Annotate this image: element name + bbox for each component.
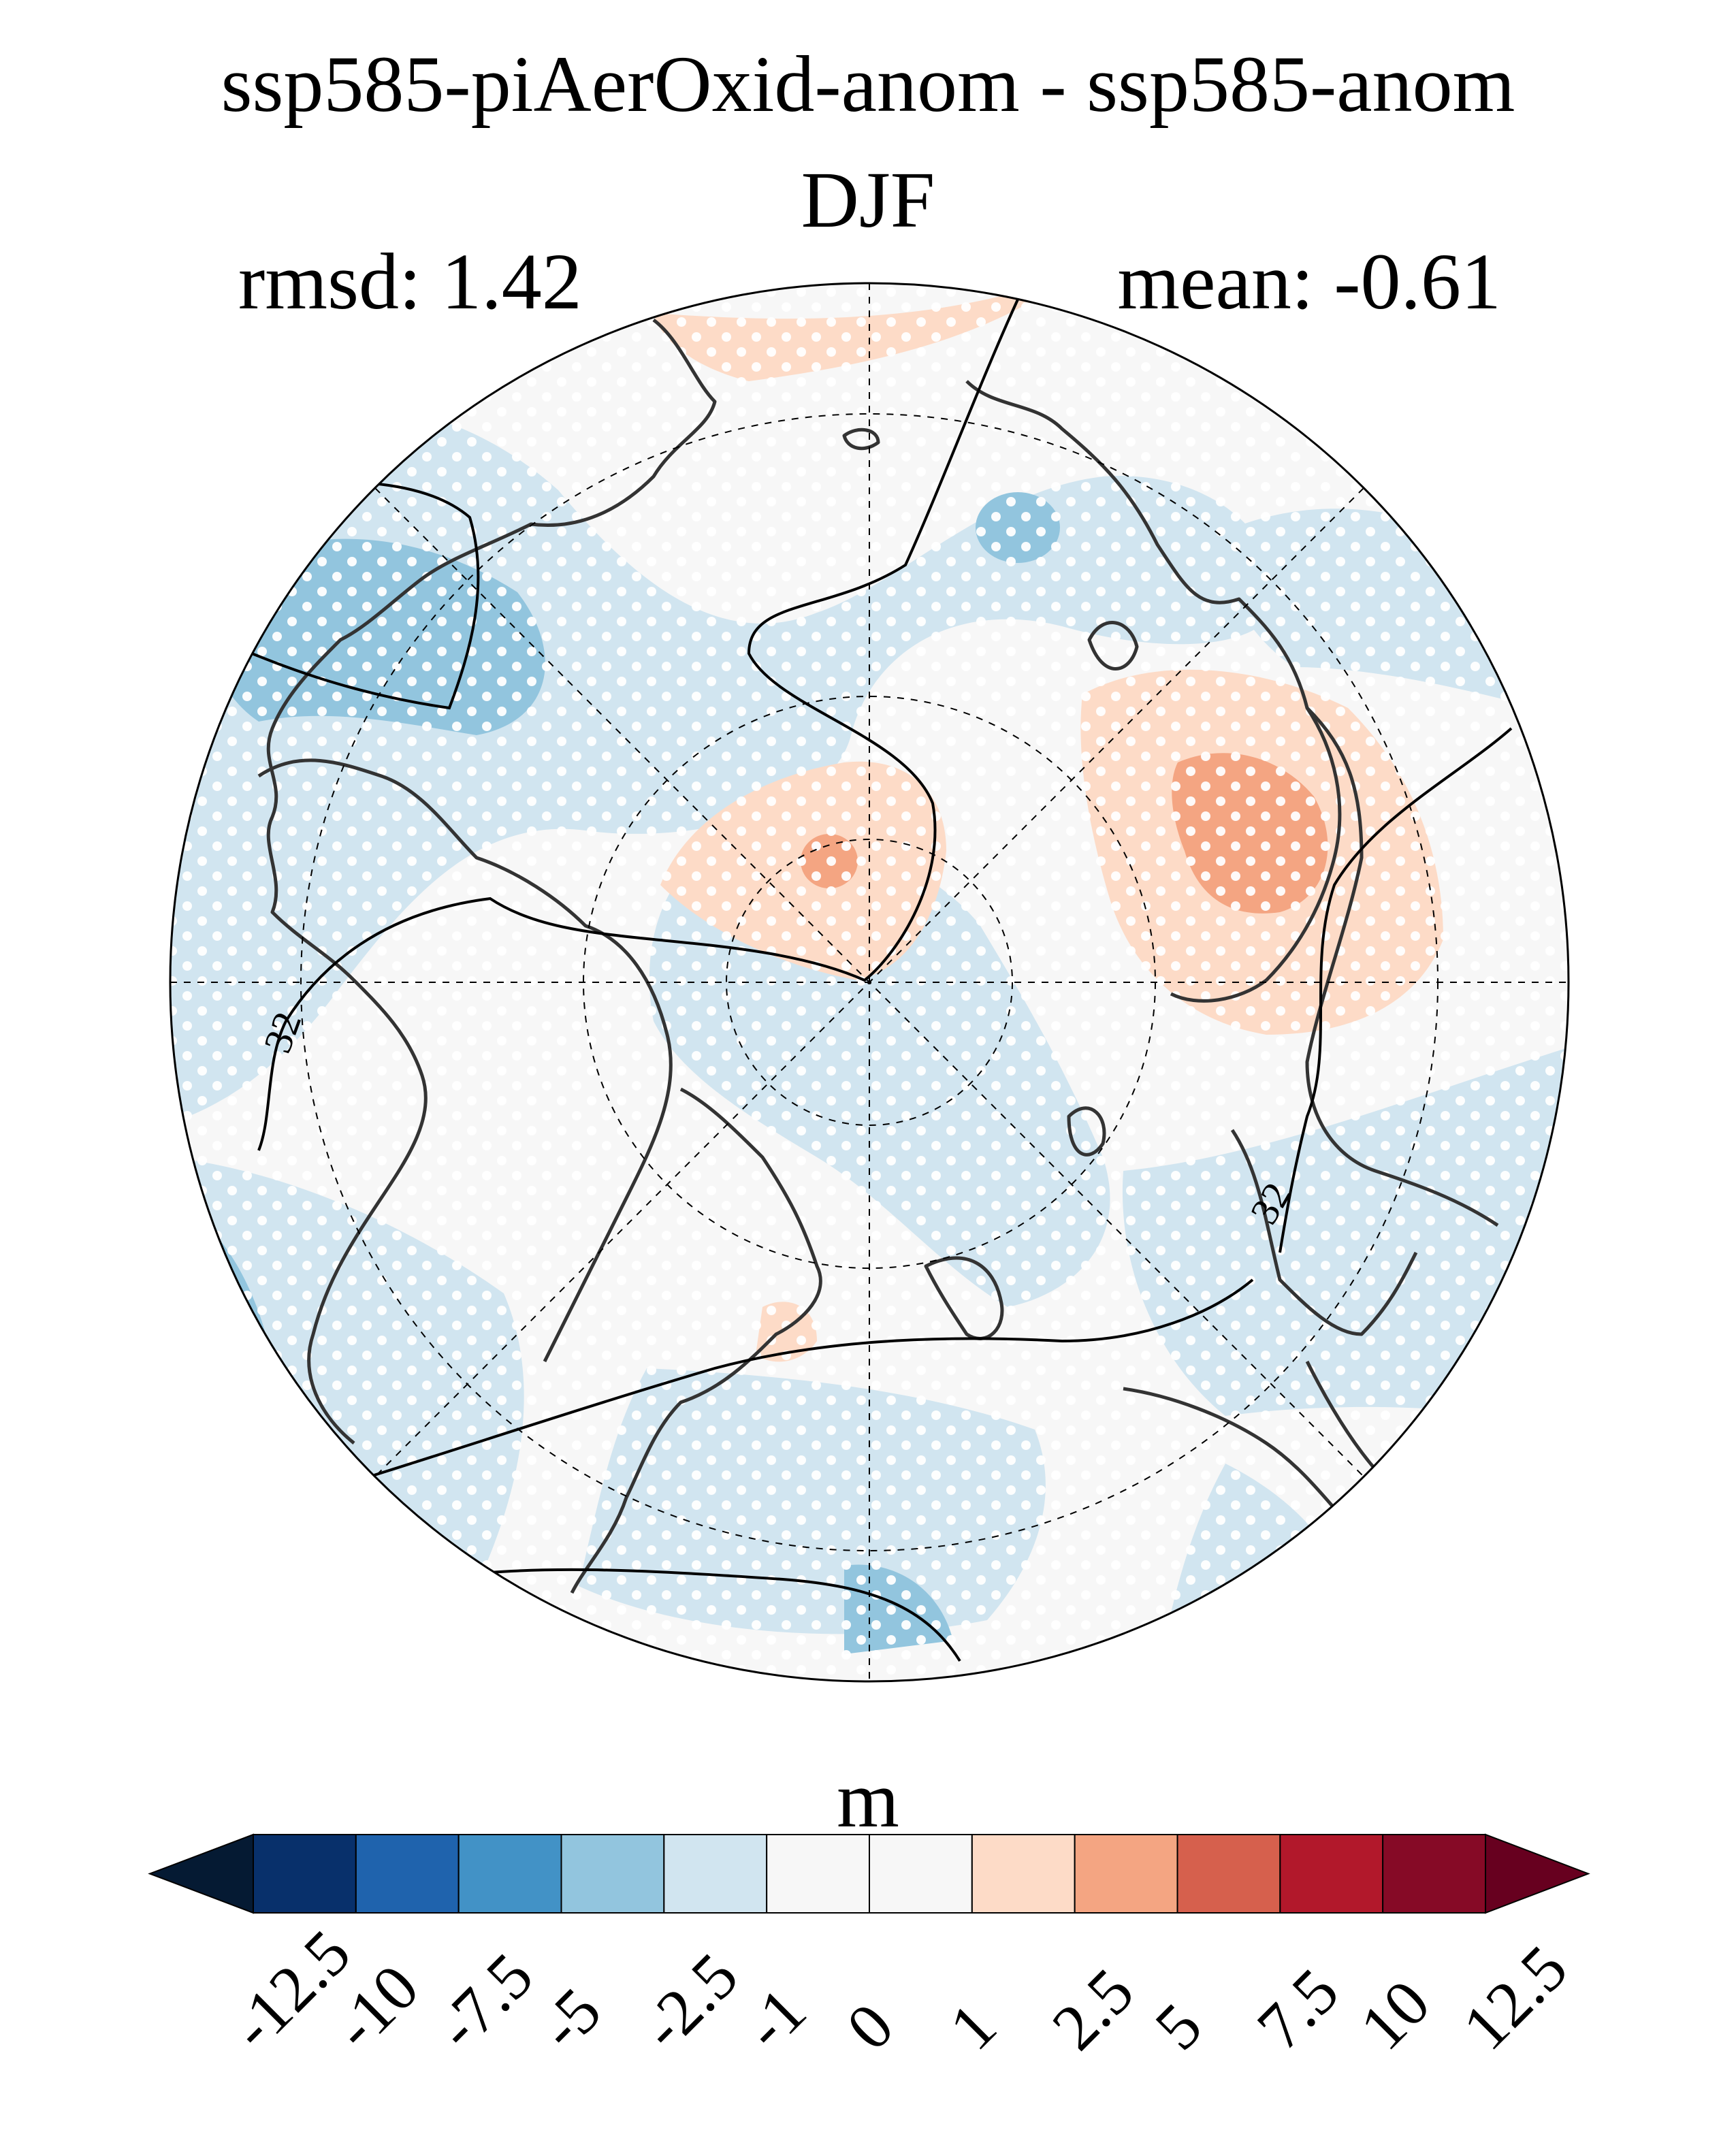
colorbar-boxes <box>148 1833 1590 1914</box>
colorbar <box>148 1833 1590 1914</box>
rmsd-stat: rmsd: 1.42 <box>238 237 582 326</box>
colorbar-extend-low <box>148 1833 254 1914</box>
graticule <box>170 283 1569 1681</box>
colorbar-box <box>355 1834 460 1914</box>
colorbar-tick-label: 0 <box>832 1988 907 2064</box>
colorbar-extend-high <box>1485 1833 1590 1914</box>
colorbar-box <box>560 1834 665 1914</box>
colorbar-tick-label: 1 <box>935 1988 1010 2064</box>
colorbar-tick-label: -2.5 <box>627 1939 752 2064</box>
map-boundary <box>169 282 1570 1683</box>
contour-lines <box>251 299 1513 1662</box>
mean-stat: mean: -0.61 <box>1117 237 1501 326</box>
colorbar-units: m <box>837 1755 899 1844</box>
title-line-1: ssp585-piAerOxid-anom - ssp585-anom <box>221 39 1515 129</box>
colorbar-box <box>1074 1834 1178 1914</box>
colorbar-tick-label: -7.5 <box>421 1939 547 2064</box>
colorbar-box <box>766 1834 870 1914</box>
polar-map: 32 32 <box>169 282 1570 1683</box>
colorbar-box <box>457 1834 562 1914</box>
colorbar-tick-label: 10 <box>1345 1965 1444 2064</box>
colorbar-box <box>869 1834 973 1914</box>
colorbar-box <box>971 1834 1076 1914</box>
colorbar-box <box>253 1834 357 1914</box>
colorbar-box <box>663 1834 768 1914</box>
title-line-2: DJF <box>801 155 935 244</box>
colorbar-box <box>1176 1834 1281 1914</box>
colorbar-tick-label: 7.5 <box>1243 1954 1353 2064</box>
colorbar-box <box>1279 1834 1384 1914</box>
colorbar-tick-label: 2.5 <box>1038 1954 1147 2064</box>
colorbar-box <box>1382 1834 1486 1914</box>
colorbar-tick-label: 12.5 <box>1448 1931 1581 2064</box>
map-field <box>170 283 1569 1681</box>
colorbar-tick-label: 5 <box>1140 1988 1215 2064</box>
